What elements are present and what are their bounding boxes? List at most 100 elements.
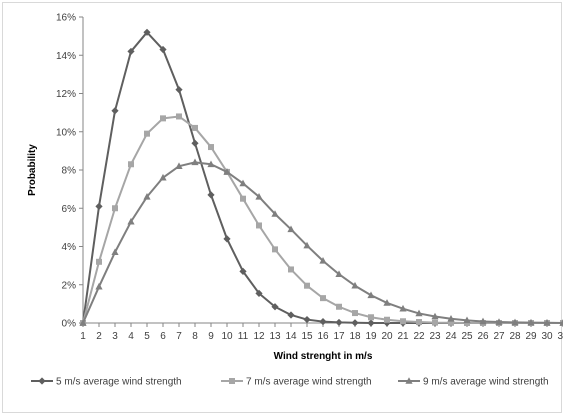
data-point — [160, 115, 166, 122]
legend-marker — [405, 377, 413, 384]
series — [79, 28, 563, 327]
data-point — [96, 258, 102, 265]
legend-label: 7 m/s average wind strength — [246, 377, 372, 388]
y-tick-label: 6% — [62, 204, 77, 215]
legend-label: 5 m/s average wind strength — [56, 377, 182, 388]
data-point — [111, 107, 119, 115]
series — [80, 113, 563, 326]
legend-item: 9 m/s average wind strength — [398, 377, 549, 388]
plot-area — [82, 17, 563, 324]
data-point — [255, 289, 263, 297]
data-point — [367, 319, 375, 327]
data-point — [95, 202, 103, 210]
data-point — [143, 28, 151, 36]
x-tick-label: 4 — [128, 331, 134, 342]
legend: 5 m/s average wind strength 7 m/s average… — [31, 377, 549, 388]
series-line — [82, 31, 563, 324]
data-point — [79, 319, 87, 326]
data-point — [127, 217, 135, 225]
data-point — [287, 311, 295, 319]
x-tick-label: 24 — [445, 331, 457, 342]
x-tick-label: 22 — [413, 331, 425, 342]
data-point — [240, 195, 246, 202]
data-point — [159, 173, 167, 181]
data-point — [256, 222, 262, 229]
chart-frame: 0% 2% 4% 6% 8% 10% 12% 14% 16% 1 2 3 4 5 6 7 8 9 10 11 12 13… — [2, 2, 563, 413]
x-tick-label: 12 — [253, 331, 265, 342]
data-point — [239, 267, 247, 275]
data-point — [239, 179, 247, 187]
y-axis-ticks: 0% 2% 4% 6% 8% 10% 12% 14% 16% — [56, 13, 83, 330]
data-point — [447, 314, 455, 322]
x-tick-label: 29 — [525, 331, 537, 342]
x-tick-label: 9 — [208, 331, 214, 342]
data-point — [383, 299, 391, 306]
data-point — [304, 282, 310, 289]
x-tick-label: 23 — [429, 331, 441, 342]
data-point — [511, 318, 519, 326]
data-point — [415, 309, 423, 317]
data-point — [351, 319, 359, 327]
x-tick-label: 17 — [333, 331, 345, 342]
x-tick-label: 18 — [349, 331, 361, 342]
series-line — [82, 115, 563, 324]
data-point — [352, 310, 358, 317]
data-point — [191, 158, 199, 166]
data-point — [432, 319, 438, 326]
x-tick-label: 7 — [176, 331, 182, 342]
y-tick-label: 0% — [62, 319, 77, 330]
data-point — [223, 168, 231, 175]
legend-marker — [229, 378, 235, 384]
data-point — [143, 192, 151, 200]
y-tick-label: 4% — [62, 242, 77, 253]
data-point — [95, 282, 103, 290]
data-point — [431, 312, 439, 320]
x-tick-label: 3 — [112, 331, 118, 342]
data-point — [463, 316, 471, 324]
data-point — [144, 130, 150, 137]
y-tick-label: 8% — [62, 166, 77, 177]
data-point — [192, 124, 198, 131]
data-point — [479, 317, 487, 325]
x-axis-ticks: 1 2 3 4 5 6 7 8 9 10 11 12 13 14 15 16 17 18 19 20 21 22 23 24 2… — [80, 323, 563, 342]
data-point — [368, 314, 374, 321]
data-point — [208, 144, 214, 151]
data-point — [335, 270, 343, 278]
series-layer — [79, 28, 563, 327]
x-tick-label: 15 — [301, 331, 313, 342]
x-tick-label: 27 — [493, 331, 505, 342]
data-point — [303, 241, 311, 249]
data-point — [399, 304, 407, 312]
x-tick-label: 30 — [541, 331, 553, 342]
x-tick-label: 25 — [461, 331, 473, 342]
x-tick-label: 5 — [144, 331, 150, 342]
series — [79, 158, 563, 326]
data-point — [128, 161, 134, 168]
legend-item: 5 m/s average wind strength — [31, 377, 182, 388]
x-tick-label: 31 — [557, 331, 563, 342]
y-tick-label: 16% — [56, 13, 76, 24]
data-point — [112, 205, 118, 212]
line-chart: 0%2%4%6%8%10%12%14%16% 1 2 3 4 5 6 7 8 9 10 11 12 13… — [27, 13, 563, 388]
data-point — [223, 235, 231, 243]
legend-marker — [38, 377, 46, 385]
data-point — [319, 257, 327, 264]
data-point — [271, 303, 279, 311]
data-point — [527, 318, 535, 326]
y-tick-label: 12% — [56, 89, 76, 100]
data-point — [336, 303, 342, 310]
x-axis-title: Wind strenght in m/s — [274, 351, 373, 362]
data-point — [495, 318, 503, 325]
y-tick-label: 14% — [56, 51, 76, 62]
data-point — [288, 266, 294, 273]
data-point — [207, 191, 215, 199]
data-point — [207, 160, 215, 168]
x-tick-label: 26 — [477, 331, 489, 342]
data-point — [287, 225, 295, 233]
x-tick-label: 8 — [192, 331, 198, 342]
data-point — [543, 319, 551, 326]
y-tick-label: 2% — [62, 280, 77, 291]
data-point — [384, 316, 390, 323]
data-point — [319, 318, 327, 326]
x-tick-label: 20 — [381, 331, 393, 342]
